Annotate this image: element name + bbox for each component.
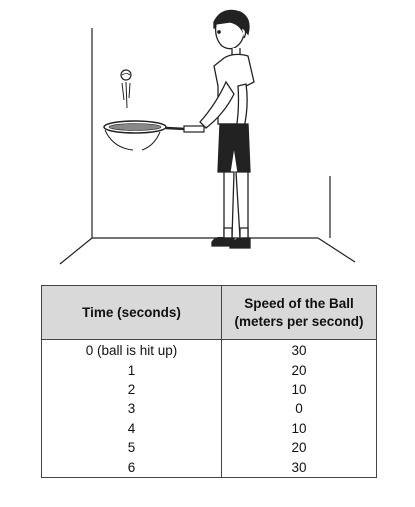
table-row: 4 10 <box>41 418 377 438</box>
table-row: 0 (ball is hit up) 30 <box>41 339 377 361</box>
racket <box>103 120 205 151</box>
speed-cell: 30 <box>221 457 377 478</box>
table-header-row: Time (seconds) Speed of the Ball (meters… <box>41 285 377 340</box>
speed-cell: 20 <box>221 360 377 380</box>
table-row: 3 0 <box>41 399 377 419</box>
time-cell: 1 <box>41 360 222 380</box>
time-cell: 6 <box>41 457 222 478</box>
column-header-speed: Speed of the Ball (meters per second) <box>221 285 377 340</box>
time-cell: 0 (ball is hit up) <box>41 339 222 361</box>
room-walls <box>59 28 356 265</box>
speed-cell: 10 <box>221 379 377 400</box>
boy-with-racket-illustration <box>59 9 356 265</box>
table-row: 5 20 <box>41 437 377 458</box>
table-row: 2 10 <box>41 379 377 400</box>
table-row: 1 20 <box>41 360 377 380</box>
time-cell: 2 <box>41 379 222 400</box>
boy <box>199 9 255 249</box>
ball <box>120 69 132 109</box>
time-cell: 5 <box>41 437 222 458</box>
speed-cell: 20 <box>221 437 377 458</box>
speed-cell: 10 <box>221 418 377 438</box>
speed-table: Time (seconds) Speed of the Ball (meters… <box>41 285 377 478</box>
speed-cell: 0 <box>221 399 377 419</box>
column-header-time: Time (seconds) <box>41 285 222 340</box>
time-cell: 3 <box>41 399 222 419</box>
speed-cell: 30 <box>221 339 377 361</box>
time-cell: 4 <box>41 418 222 438</box>
table-row: 6 30 <box>41 457 377 478</box>
